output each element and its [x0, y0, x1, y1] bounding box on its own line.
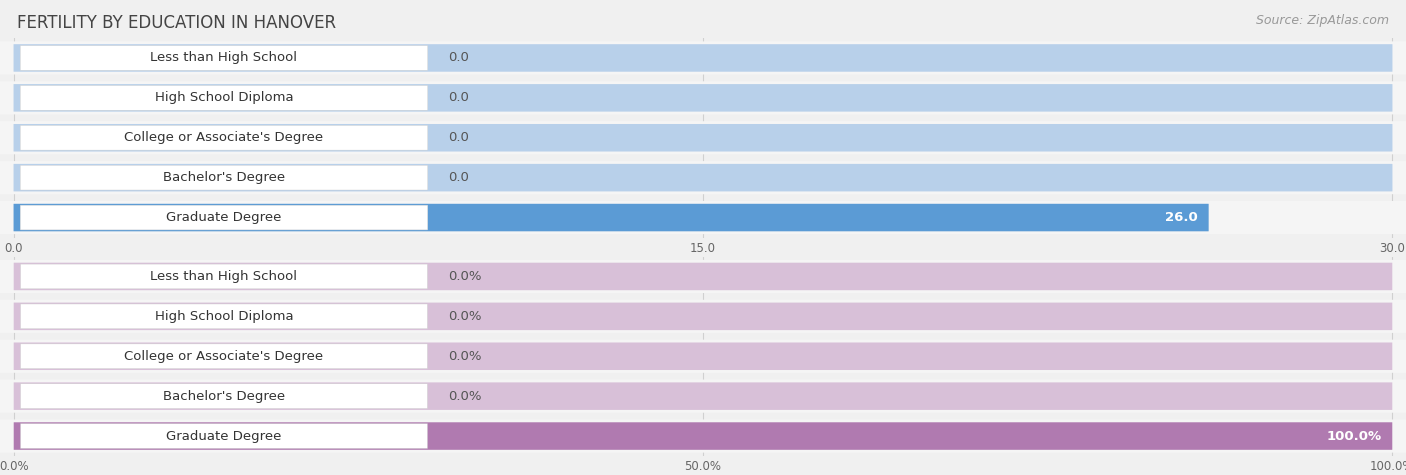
Text: Graduate Degree: Graduate Degree [166, 211, 281, 224]
Text: Graduate Degree: Graduate Degree [166, 429, 281, 443]
FancyBboxPatch shape [14, 124, 1392, 152]
Text: Source: ZipAtlas.com: Source: ZipAtlas.com [1256, 14, 1389, 27]
FancyBboxPatch shape [0, 161, 1406, 194]
FancyBboxPatch shape [14, 303, 1392, 330]
FancyBboxPatch shape [0, 419, 1406, 453]
Text: 0.0%: 0.0% [449, 310, 481, 323]
FancyBboxPatch shape [0, 121, 1406, 154]
Text: 0.0: 0.0 [449, 91, 468, 104]
Text: 0.0: 0.0 [449, 51, 468, 65]
FancyBboxPatch shape [21, 264, 427, 289]
FancyBboxPatch shape [0, 380, 1406, 413]
FancyBboxPatch shape [14, 382, 1392, 410]
Text: College or Associate's Degree: College or Associate's Degree [125, 131, 323, 144]
Text: High School Diploma: High School Diploma [155, 310, 294, 323]
Text: Bachelor's Degree: Bachelor's Degree [163, 171, 285, 184]
Text: 26.0: 26.0 [1164, 211, 1198, 224]
FancyBboxPatch shape [20, 46, 427, 70]
FancyBboxPatch shape [14, 164, 1392, 191]
FancyBboxPatch shape [0, 260, 1406, 293]
Text: FERTILITY BY EDUCATION IN HANOVER: FERTILITY BY EDUCATION IN HANOVER [17, 14, 336, 32]
Text: Less than High School: Less than High School [150, 51, 298, 65]
FancyBboxPatch shape [0, 81, 1406, 114]
FancyBboxPatch shape [14, 84, 1392, 112]
FancyBboxPatch shape [21, 304, 427, 329]
FancyBboxPatch shape [0, 201, 1406, 234]
Text: 0.0: 0.0 [449, 131, 468, 144]
FancyBboxPatch shape [14, 44, 1392, 72]
Text: 0.0%: 0.0% [449, 350, 481, 363]
Text: High School Diploma: High School Diploma [155, 91, 294, 104]
FancyBboxPatch shape [20, 86, 427, 110]
FancyBboxPatch shape [0, 340, 1406, 373]
FancyBboxPatch shape [0, 300, 1406, 333]
FancyBboxPatch shape [14, 204, 1209, 231]
FancyBboxPatch shape [20, 125, 427, 150]
FancyBboxPatch shape [20, 165, 427, 190]
FancyBboxPatch shape [14, 422, 1392, 450]
FancyBboxPatch shape [14, 342, 1392, 370]
FancyBboxPatch shape [0, 41, 1406, 75]
Text: 0.0%: 0.0% [449, 270, 481, 283]
FancyBboxPatch shape [21, 344, 427, 369]
FancyBboxPatch shape [21, 384, 427, 408]
Text: Less than High School: Less than High School [150, 270, 298, 283]
Text: College or Associate's Degree: College or Associate's Degree [125, 350, 323, 363]
FancyBboxPatch shape [20, 205, 427, 230]
Text: 0.0%: 0.0% [449, 390, 481, 403]
FancyBboxPatch shape [21, 424, 427, 448]
FancyBboxPatch shape [14, 263, 1392, 290]
Text: 0.0: 0.0 [449, 171, 468, 184]
Text: 100.0%: 100.0% [1326, 429, 1381, 443]
Text: Bachelor's Degree: Bachelor's Degree [163, 390, 285, 403]
